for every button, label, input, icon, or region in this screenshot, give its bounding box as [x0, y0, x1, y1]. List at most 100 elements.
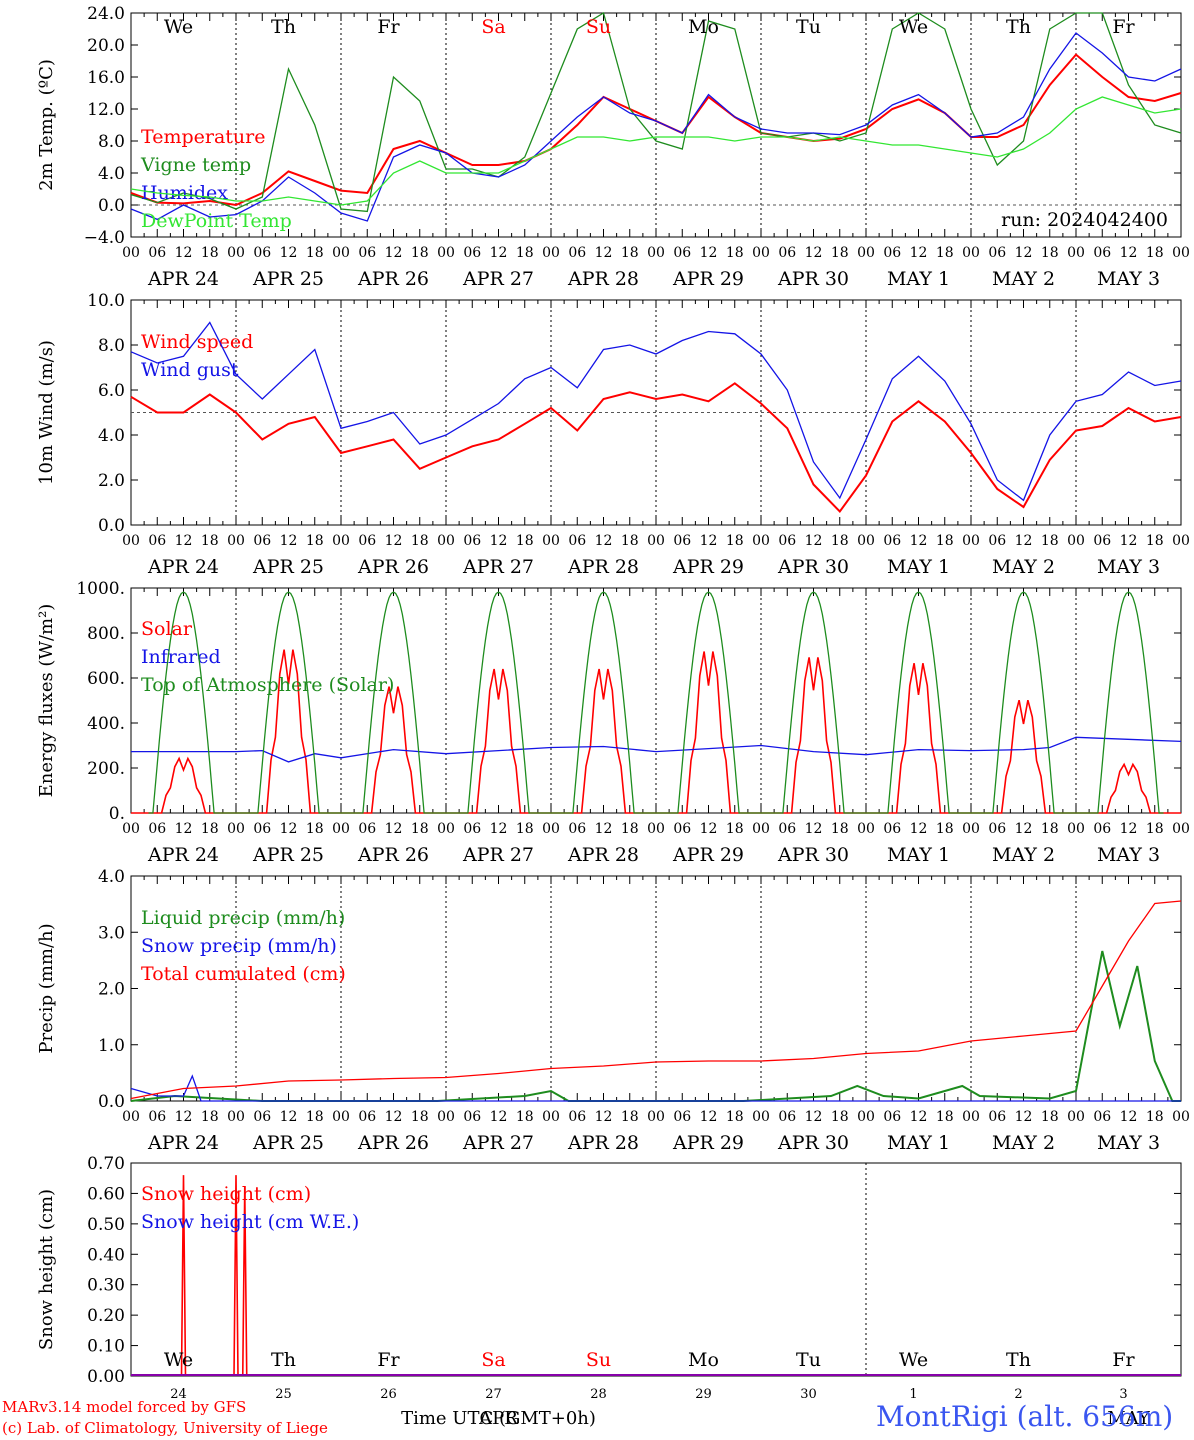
hour-tick-label: 18 — [1041, 245, 1059, 261]
hour-tick-label: 12 — [385, 245, 403, 261]
weekday-label: Th — [1006, 1349, 1031, 1371]
y-tick-label: 0.50 — [87, 1215, 125, 1235]
hour-tick-label: 12 — [1015, 533, 1033, 549]
hour-tick-label: 06 — [358, 821, 376, 837]
series-wind-speed — [130, 382, 1182, 514]
hour-tick-label: 00 — [437, 245, 455, 261]
hour-tick-label: 00 — [1172, 821, 1190, 837]
date-label: MAY 1 — [887, 556, 950, 578]
y-tick-label: 4.0 — [98, 426, 125, 446]
hour-tick-label: 12 — [1120, 1109, 1138, 1125]
hour-tick-label: 12 — [1015, 1109, 1033, 1125]
day-number: 2 — [1014, 1387, 1022, 1402]
model-credit: MARv3.14 model forced by GFS — [2, 1398, 247, 1416]
hour-tick-label: 00 — [962, 821, 980, 837]
hour-tick-label: 18 — [831, 245, 849, 261]
hour-tick-label: 00 — [332, 821, 350, 837]
legend-entry: Vigne temp — [140, 154, 251, 176]
hour-tick-label: 00 — [1067, 533, 1085, 549]
hour-tick-label: 06 — [778, 245, 796, 261]
weekday-label: Sa — [481, 1349, 505, 1371]
hour-tick-label: 00 — [1172, 1109, 1190, 1125]
x-axis-label: Time UTC (GMT+0h) — [401, 1408, 596, 1429]
legend-entry: Liquid precip (mm/h) — [141, 907, 345, 929]
hour-tick-label: 06 — [778, 1109, 796, 1125]
hour-tick-label: 00 — [752, 821, 770, 837]
y-tick-label: 20.0 — [87, 36, 125, 56]
hour-tick-label: 00 — [542, 245, 560, 261]
hour-tick-label: 00 — [122, 1109, 140, 1125]
y-tick-label: 24.0 — [87, 4, 125, 24]
hour-tick-label: 00 — [857, 245, 875, 261]
hour-tick-label: 12 — [910, 1109, 928, 1125]
hour-tick-label: 12 — [700, 1109, 718, 1125]
date-label: APR 25 — [252, 268, 324, 290]
y-tick-label: 4.0 — [98, 164, 125, 184]
hour-tick-label: 06 — [1093, 1109, 1111, 1125]
y-tick-label: 0.00 — [87, 1367, 125, 1387]
series-wind-gust — [130, 321, 1182, 502]
y-tick-label: 4.0 — [98, 867, 125, 887]
hour-tick-label: 06 — [568, 821, 586, 837]
legend-entry: Wind speed — [141, 331, 253, 353]
hour-tick-label: 18 — [201, 245, 219, 261]
hour-tick-label: 12 — [1120, 533, 1138, 549]
date-label: MAY 3 — [1097, 268, 1160, 290]
station-title: MontRigi (alt. 656m) — [876, 1400, 1174, 1433]
hour-tick-label: 18 — [306, 1109, 324, 1125]
hour-tick-label: 06 — [463, 245, 481, 261]
hour-tick-label: 06 — [1093, 821, 1111, 837]
date-label: APR 30 — [777, 844, 849, 866]
hour-tick-label: 18 — [1146, 821, 1164, 837]
weekday-label: Fr — [1112, 1349, 1135, 1371]
y-tick-label: 12.0 — [87, 100, 125, 120]
hour-tick-label: 18 — [831, 1109, 849, 1125]
hour-tick-label: 06 — [148, 1109, 166, 1125]
hour-tick-label: 12 — [175, 245, 193, 261]
hour-tick-label: 18 — [936, 533, 954, 549]
date-label: APR 25 — [252, 1132, 324, 1154]
hour-tick-label: 18 — [1146, 533, 1164, 549]
y-tick-label: 3.0 — [98, 923, 125, 943]
hour-tick-label: 00 — [647, 1109, 665, 1125]
date-label: MAY 1 — [887, 268, 950, 290]
hour-tick-label: 12 — [595, 821, 613, 837]
hour-tick-label: 12 — [385, 821, 403, 837]
hour-tick-label: 18 — [516, 245, 534, 261]
hour-tick-label: 00 — [962, 533, 980, 549]
weekday-label: Fr — [377, 16, 400, 38]
hour-tick-label: 00 — [857, 1109, 875, 1125]
hour-tick-label: 12 — [595, 1109, 613, 1125]
series-humidex — [130, 32, 1182, 222]
hour-tick-label: 00 — [122, 245, 140, 261]
hour-tick-label: 18 — [201, 821, 219, 837]
hour-tick-label: 00 — [962, 245, 980, 261]
hour-tick-label: 06 — [463, 533, 481, 549]
hour-tick-label: 18 — [936, 1109, 954, 1125]
date-label: APR 27 — [462, 556, 534, 578]
hour-tick-label: 18 — [306, 245, 324, 261]
legend-entry: Temperature — [141, 126, 265, 148]
hour-tick-label: 06 — [358, 1109, 376, 1125]
hour-tick-label: 00 — [1067, 821, 1085, 837]
y-tick-label: 8.0 — [98, 336, 125, 356]
hour-tick-label: 12 — [805, 1109, 823, 1125]
hour-tick-label: 18 — [621, 1109, 639, 1125]
date-label: MAY 3 — [1097, 556, 1160, 578]
y-axis-label: Snow height (cm) — [36, 1189, 57, 1350]
y-tick-label: 0.0 — [98, 516, 125, 536]
hour-tick-label: 06 — [568, 245, 586, 261]
y-axis-label: Energy fluxes (W/m²) — [36, 604, 57, 798]
date-label: APR 29 — [672, 556, 744, 578]
date-label: APR 25 — [252, 844, 324, 866]
legend-entry: Wind gust — [141, 359, 239, 381]
hour-tick-label: 00 — [857, 533, 875, 549]
hour-tick-label: 06 — [253, 821, 271, 837]
hour-tick-label: 06 — [568, 533, 586, 549]
hour-tick-label: 00 — [647, 245, 665, 261]
hour-tick-label: 00 — [332, 1109, 350, 1125]
legend-entry: Top of Atmosphere (Solar) — [141, 674, 394, 696]
day-number: 29 — [695, 1387, 712, 1402]
hour-tick-label: 06 — [148, 533, 166, 549]
